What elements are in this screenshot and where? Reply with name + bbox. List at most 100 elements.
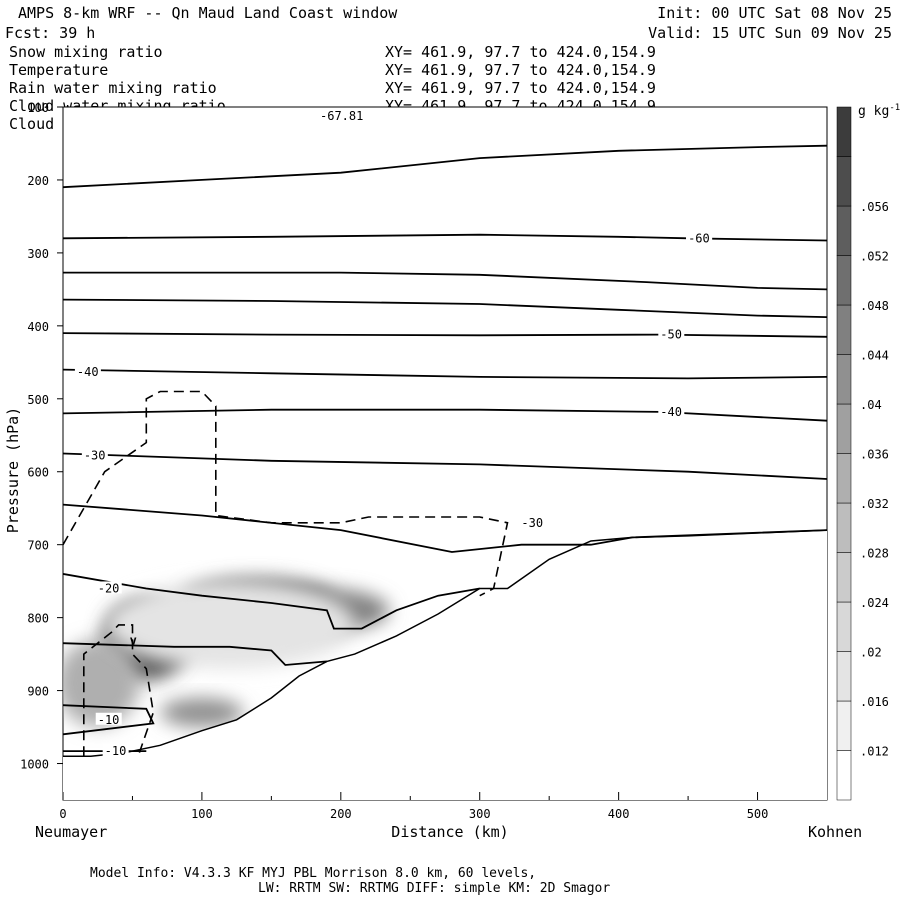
isotherm — [63, 704, 155, 736]
isotherm-label: -50 — [660, 328, 682, 342]
colorbar-label: .032 — [860, 497, 889, 511]
colorbar-label: .056 — [860, 200, 889, 214]
isotherm-label: -30 — [84, 449, 106, 463]
snow-blob — [104, 581, 355, 669]
cloud-ice-contours — [63, 390, 509, 757]
isotherm-label: -10 — [105, 744, 127, 758]
isotherm-label: -40 — [77, 365, 99, 379]
colorbar-label: .02 — [860, 646, 882, 660]
isotherm — [63, 642, 327, 666]
forecast-hour: Fcst: 39 h — [5, 24, 95, 42]
right-endpoint-label: Kohnen — [808, 823, 862, 841]
cloud-ice-contour — [83, 624, 155, 757]
y-tick-label: 200 — [27, 174, 49, 188]
colorbar-label: .048 — [860, 299, 889, 313]
colorbar-unit-exponent: -1 — [889, 103, 900, 113]
isotherm — [63, 144, 827, 189]
colorbar-label: .016 — [860, 695, 889, 709]
colorbar-label: .04 — [860, 398, 882, 412]
isotherm — [63, 573, 480, 630]
init-time: Init: 00 UTC Sat 08 Nov 25 — [657, 4, 892, 22]
isotherm — [63, 503, 827, 553]
isotherm-label-bg — [686, 231, 713, 244]
x-tick-label: 100 — [191, 807, 213, 821]
x-tick-label: 300 — [469, 807, 491, 821]
colorbar-label: .012 — [860, 745, 889, 759]
y-axis: 100 200 300 400 500 600 700 800 900 1000 — [20, 101, 63, 772]
isotherm — [63, 452, 827, 480]
isotherm-label: -60 — [688, 231, 710, 245]
snow-blob — [160, 697, 244, 728]
colorbar-swatch — [836, 651, 852, 702]
colorbar-swatch — [836, 601, 852, 652]
isotherm — [63, 298, 827, 318]
y-tick-label: 600 — [27, 466, 49, 480]
colorbar-swatch — [836, 700, 852, 751]
terrain-fill — [63, 530, 827, 800]
field-name-2: Rain water mixing ratio — [9, 79, 217, 97]
y-tick-label: 900 — [27, 685, 49, 699]
model-info-line1: Model Info: V4.3.3 KF MYJ PBL Morrison 8… — [90, 866, 536, 881]
field-name-0: Snow mixing ratio — [9, 43, 163, 61]
x-tick-label: 200 — [330, 807, 352, 821]
field-xy-1: XY= 461.9, 97.7 to 424.0,154.9 — [385, 61, 656, 79]
colorbar-swatch — [836, 502, 852, 553]
rain-marker-layer: v — [130, 634, 137, 648]
isotherm-label-bg — [519, 515, 546, 528]
colorbar-swatch — [836, 156, 852, 207]
min-value-label: -67.81 — [320, 109, 363, 123]
colorbar: .012 .016 .02 .024 .028 .032 .036 .04 .044 .048 .0… — [836, 106, 889, 801]
isotherm — [63, 368, 827, 380]
colorbar-label: .024 — [860, 596, 889, 610]
isotherm-label-bg — [102, 744, 129, 757]
y-tick-label: 300 — [27, 247, 49, 261]
y-tick-label: 100 — [27, 101, 49, 115]
isotherm — [63, 408, 827, 422]
isotherm-label-bg — [74, 364, 101, 377]
colorbar-swatch — [836, 403, 852, 454]
y-tick-label: 1000 — [20, 758, 49, 772]
isotherm-label-bg — [658, 404, 685, 417]
x-axis: 0 100 200 300 400 500 — [59, 792, 768, 821]
colorbar-swatch — [836, 552, 852, 603]
colorbar-swatch — [836, 750, 852, 801]
y-tick-label: 500 — [27, 393, 49, 407]
isotherm-label-bg — [95, 712, 122, 725]
isotherm-label: -10 — [98, 713, 120, 727]
colorbar-swatch — [836, 205, 852, 256]
model-info-line2: LW: RRTM SW: RRTMG DIFF: simple KM: 2D S… — [258, 881, 610, 896]
chart-title: AMPS 8-km WRF -- Qn Maud Land Coast wind… — [18, 4, 398, 22]
y-tick-label: 700 — [27, 539, 49, 553]
colorbar-unit: g kg-1 — [858, 103, 900, 119]
colorbar-swatch — [836, 304, 852, 355]
colorbar-swatch — [836, 354, 852, 405]
temperature-contours — [63, 144, 827, 752]
colorbar-swatch — [836, 106, 852, 157]
colorbar-swatch — [836, 453, 852, 504]
cloud-ice-contour — [63, 390, 509, 597]
isotherm — [63, 271, 827, 291]
valid-time: Valid: 15 UTC Sun 09 Nov 25 — [648, 24, 892, 42]
y-axis-label: Pressure (hPa) — [4, 407, 22, 533]
isotherm-label: -30 — [521, 516, 543, 530]
isotherm-label: -40 — [660, 405, 682, 419]
plot-area: -60-60-50-40-40-30-30-20-10-10 -67.81 v — [62, 106, 828, 801]
isotherm-label-bg — [95, 581, 122, 594]
x-axis-label: Distance (km) — [391, 823, 508, 841]
rain-marker: v — [130, 634, 137, 648]
y-tick-label: 800 — [27, 612, 49, 626]
field-xy-0: XY= 461.9, 97.7 to 424.0,154.9 — [385, 43, 656, 61]
x-tick-label: 0 — [59, 807, 66, 821]
colorbar-label: .028 — [860, 547, 889, 561]
contour-labels: -60-60-50-40-40-30-30-20-10-10 — [74, 231, 713, 758]
isotherm-label-bg — [81, 448, 108, 461]
x-tick-label: 400 — [608, 807, 630, 821]
isotherm — [63, 332, 827, 338]
colorbar-label: .044 — [860, 349, 889, 363]
field-xy-2: XY= 461.9, 97.7 to 424.0,154.9 — [385, 79, 656, 97]
y-tick-label: 400 — [27, 320, 49, 334]
isotherm-label: -20 — [98, 581, 120, 595]
left-endpoint-label: Neumayer — [35, 823, 107, 841]
x-tick-label: 500 — [747, 807, 769, 821]
